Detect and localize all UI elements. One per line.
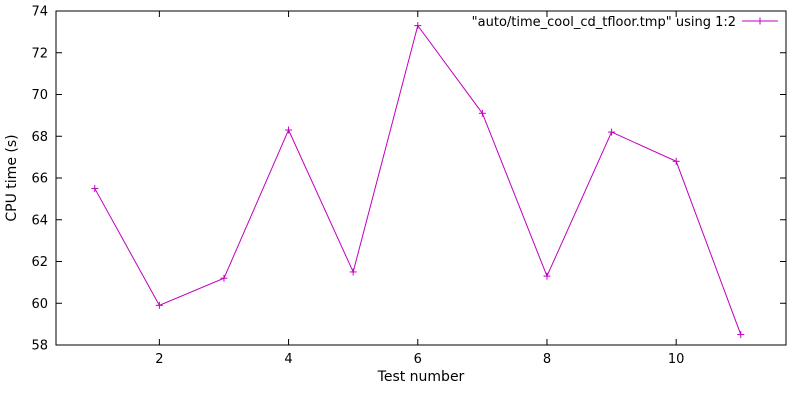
plot-border (55, 10, 787, 346)
y-axis-label: CPU time (s) (4, 134, 20, 221)
data-line (94, 24, 742, 335)
y-tick-label: 72 (31, 46, 48, 61)
y-tick-label: 62 (31, 255, 48, 270)
y-tick-label: 60 (31, 297, 48, 312)
y-tick-label: 74 (31, 5, 48, 20)
x-tick-label: 10 (668, 352, 685, 367)
y-tick-label: 64 (31, 213, 48, 228)
y-tick-label: 58 (31, 339, 48, 354)
y-tick-label: 68 (31, 130, 48, 145)
x-tick-label: 6 (414, 352, 422, 367)
legend-label: "auto/time_cool_cd_tfloor.tmp" using 1:2 (472, 15, 736, 30)
x-axis-label: Test number (377, 369, 465, 385)
x-tick-label: 2 (155, 352, 163, 367)
y-tick-label: 66 (31, 172, 48, 187)
x-tick-label: 4 (284, 352, 292, 367)
y-tick-label: 70 (31, 88, 48, 103)
x-tick-label: 8 (543, 352, 551, 367)
